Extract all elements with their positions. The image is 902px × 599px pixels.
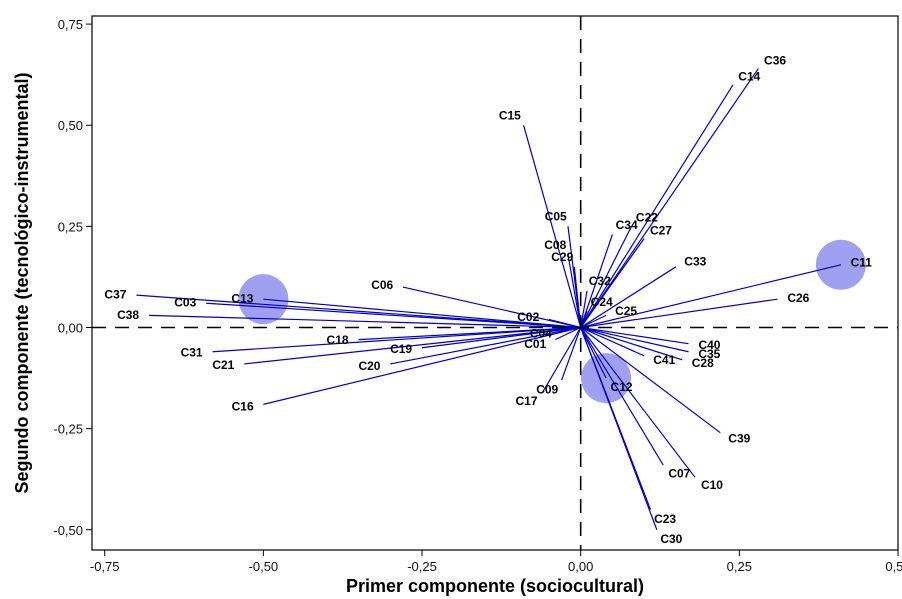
x-tick-label: 0,00 (568, 559, 593, 574)
label-c02: C02 (517, 310, 539, 324)
vector-c07 (580, 327, 664, 466)
label-c23: C23 (654, 512, 676, 526)
label-c39: C39 (728, 432, 750, 446)
vector-c16 (263, 326, 581, 405)
label-c10: C10 (701, 478, 723, 492)
vector-c36 (580, 68, 759, 328)
vector-c13 (263, 298, 581, 329)
vector-c12 (580, 327, 607, 379)
label-c36: C36 (764, 53, 786, 67)
label-c03: C03 (174, 296, 196, 310)
label-c01: C01 (524, 337, 546, 351)
vector-c20 (390, 326, 581, 365)
x-axis-ticks: -0,75 -0,50 -0,25 0,00 0,25 0,50 (90, 550, 902, 574)
x-tick-label: -0,25 (407, 559, 437, 574)
label-c27: C27 (650, 223, 672, 237)
y-tick-label: 0,00 (58, 321, 83, 336)
vector-c30 (580, 327, 658, 530)
label-c19: C19 (390, 342, 412, 356)
y-tick-label: 0,25 (58, 219, 83, 234)
vector-c35 (580, 326, 689, 353)
label-c09: C09 (536, 382, 558, 396)
label-c34: C34 (616, 218, 638, 232)
label-c13: C13 (231, 291, 253, 305)
label-c18: C18 (327, 333, 349, 347)
loading-vectors (136, 68, 842, 530)
vector-c15 (522, 125, 582, 328)
vector-c37 (136, 294, 581, 329)
label-c38: C38 (117, 308, 139, 322)
label-c07: C07 (668, 467, 690, 481)
label-c12: C12 (611, 380, 633, 394)
vector-c34 (580, 234, 613, 328)
reference-lines (92, 16, 898, 550)
vector-c01 (555, 326, 581, 341)
vector-c28 (580, 326, 683, 361)
vector-c21 (244, 326, 581, 365)
vector-c06 (402, 286, 581, 329)
y-axis-ticks: 0,75 0,50 0,25 0,00 -0,25 -0,50 (53, 17, 92, 538)
vector-c11 (580, 264, 842, 329)
x-tick-label: 0,50 (885, 559, 902, 574)
label-c40: C40 (698, 338, 720, 352)
label-c08: C08 (544, 238, 566, 252)
label-c25: C25 (615, 304, 637, 318)
label-c28: C28 (692, 356, 714, 370)
x-tick-label: -0,50 (249, 559, 279, 574)
point-labels: C01 C02 C03 C04 C05 C06 C07 C08 C09 C10 C11 C12 C13 C… (104, 53, 872, 546)
label-c26: C26 (787, 291, 809, 305)
vector-c39 (580, 327, 721, 434)
x-tick-label: -0,75 (90, 559, 120, 574)
label-c24: C24 (591, 295, 613, 309)
x-axis-title: Primer componente (sociocultural) (346, 576, 644, 596)
label-c41: C41 (653, 353, 675, 367)
vector-c40 (580, 326, 689, 345)
y-tick-label: -0,50 (53, 523, 83, 538)
label-c20: C20 (358, 359, 380, 373)
label-c35: C35 (698, 347, 720, 361)
y-tick-label: -0,25 (53, 422, 83, 437)
vector-c09 (561, 327, 582, 381)
label-c04: C04 (530, 327, 552, 341)
y-axis-title: Segundo componente (tecnológico-instrume… (12, 72, 32, 493)
vector-c38 (149, 314, 581, 329)
vector-c10 (580, 327, 696, 478)
vector-c41 (580, 326, 645, 357)
label-c15: C15 (499, 109, 521, 123)
label-c32: C32 (589, 274, 611, 288)
label-c22: C22 (636, 210, 658, 224)
vector-c29 (573, 266, 582, 328)
vector-c33 (580, 266, 677, 329)
label-c16: C16 (232, 400, 254, 414)
vector-c31 (212, 326, 581, 353)
label-c06: C06 (371, 278, 393, 292)
label-c17: C17 (516, 394, 538, 408)
label-c37: C37 (104, 287, 126, 301)
plot-frame (91, 15, 899, 551)
y-tick-label: 0,75 (58, 17, 83, 32)
label-c31: C31 (181, 345, 203, 359)
label-c11: C11 (851, 255, 873, 269)
label-c05: C05 (545, 209, 567, 223)
x-tick-label: 0,25 (727, 559, 752, 574)
label-c30: C30 (660, 532, 682, 546)
y-tick-label: 0,50 (58, 118, 83, 133)
vector-c14 (580, 84, 734, 328)
vector-c26 (580, 298, 778, 329)
vector-c17 (542, 327, 582, 393)
vector-c22 (580, 226, 632, 328)
vector-c32 (580, 290, 588, 328)
vector-c08 (567, 254, 582, 328)
label-c21: C21 (212, 358, 234, 372)
label-c29: C29 (551, 250, 573, 264)
label-c14: C14 (738, 69, 760, 83)
label-c33: C33 (684, 254, 706, 268)
